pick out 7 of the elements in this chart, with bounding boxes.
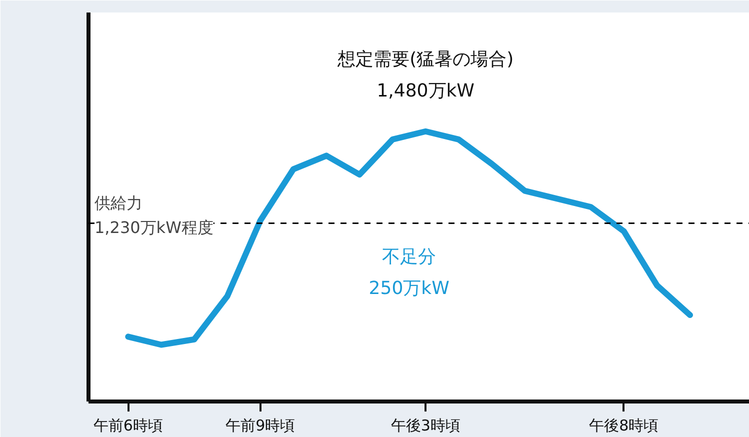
- x-tick-label: 午前6時頃: [93, 416, 163, 434]
- x-tick-label: 午前9時頃: [226, 416, 296, 434]
- annotation: 不足分 250万kW: [368, 246, 450, 300]
- x-tick-label: 午後3時頃: [390, 416, 460, 434]
- ref-line-label: 供給力 1,230万kW程度: [94, 193, 214, 238]
- x-tick-label: 午後8時頃: [589, 416, 659, 434]
- annotation: 想定需要(猛暑の場合) 1,480万kW: [336, 48, 514, 102]
